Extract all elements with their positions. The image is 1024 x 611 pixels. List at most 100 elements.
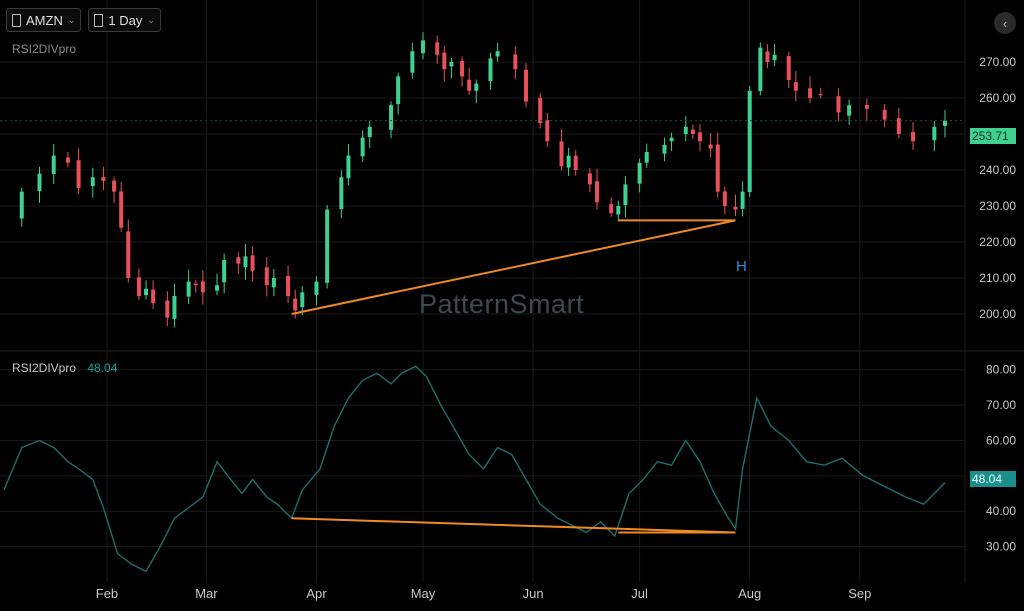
candle-body (864, 104, 869, 109)
candle-body (662, 144, 667, 154)
candle-body (911, 131, 916, 142)
candle-body (715, 144, 720, 192)
candle-body (119, 191, 124, 228)
price-axis-label: 240.00 (979, 163, 1016, 177)
price-divergence-line (291, 219, 736, 315)
candle-body (882, 109, 887, 120)
candle-body (808, 88, 813, 98)
interval-selector[interactable]: 1 Day ⌄ (88, 8, 161, 32)
symbol-icon (12, 13, 21, 27)
candle-body (389, 105, 394, 130)
last-rsi-tag: 48.04 (970, 471, 1016, 487)
candle-body (818, 94, 823, 96)
candle-body (172, 296, 177, 319)
candle-body (474, 83, 479, 91)
candle-body (623, 184, 628, 206)
candle-body (836, 96, 841, 113)
candle-body (449, 62, 454, 67)
candle-body (722, 191, 727, 206)
lower-study-label: RSI2DIVpro (12, 361, 77, 375)
candle-body (772, 54, 777, 61)
candle-body (697, 132, 702, 142)
rsi-axis-label: 30.00 (986, 540, 1016, 554)
candle-body (545, 119, 550, 142)
candle-body (293, 298, 298, 311)
candle-body (460, 60, 465, 77)
candle-body (896, 118, 901, 134)
candle-body (765, 51, 770, 62)
candle-body (538, 97, 543, 124)
price-axis-label: 270.00 (979, 55, 1016, 69)
candle-body (559, 141, 564, 167)
candle-body (37, 173, 42, 192)
candle-body (523, 69, 528, 102)
candle-body (151, 289, 156, 304)
candle-body (236, 257, 241, 264)
candle-body (467, 79, 472, 91)
price-axis-label: 220.00 (979, 235, 1016, 249)
candle-body (595, 181, 600, 203)
candle-body (300, 292, 305, 308)
watermark: PatternSmart (419, 289, 585, 319)
candle-body (250, 255, 255, 271)
candle-body (286, 275, 291, 296)
lower-study-header: RSI2DIVpro 48.04 (12, 361, 117, 375)
candle-body (637, 162, 642, 184)
last-price-tag: 253.71 (970, 128, 1016, 144)
candle-body (587, 173, 592, 185)
price-axis-label: 210.00 (979, 271, 1016, 285)
x-tick-label: Aug (738, 586, 761, 601)
candle-body (616, 206, 621, 215)
candle-body (683, 126, 688, 134)
signal-marker: H (736, 258, 747, 275)
candle-body (314, 281, 319, 295)
candle-body (421, 40, 426, 54)
candle-body (193, 283, 198, 286)
rsi-axis-label: 40.00 (986, 504, 1016, 518)
candle-body (90, 177, 95, 186)
candle-body (360, 137, 365, 157)
candle-body (136, 277, 141, 296)
candle-body (222, 260, 227, 283)
candle-body (200, 281, 205, 293)
candle-body (339, 177, 344, 210)
x-tick-label: Apr (306, 586, 327, 601)
x-tick-label: Jun (523, 586, 544, 601)
candle-body (747, 90, 752, 193)
collapse-panel-button[interactable]: ‹ (994, 12, 1016, 34)
toolbar: AMZN ⌄ 1 Day ⌄ (6, 8, 161, 32)
rsi-axis-label: 60.00 (986, 433, 1016, 447)
candle-body (733, 206, 738, 210)
candle-body (325, 209, 330, 283)
rsi-axis-label: 70.00 (986, 398, 1016, 412)
price-axis-label: 260.00 (979, 91, 1016, 105)
candle-body (410, 51, 415, 73)
symbol-selector[interactable]: AMZN ⌄ (6, 8, 82, 32)
interval-icon (94, 13, 104, 27)
rsi-divergence-line (291, 517, 736, 534)
candle-body (65, 157, 70, 163)
interval-label: 1 Day (108, 12, 143, 28)
candle-body (793, 82, 798, 91)
candle-body (144, 288, 149, 296)
candle-body (644, 152, 649, 163)
chevron-down-icon: ⌄ (67, 14, 76, 25)
candle-body (215, 285, 220, 291)
candle-body (758, 47, 763, 92)
candle-body (513, 54, 518, 70)
x-tick-label: Feb (96, 586, 118, 601)
candle-body (609, 204, 614, 214)
symbol-label: AMZN (26, 12, 63, 28)
candle-body (367, 126, 372, 138)
x-tick-label: Sep (848, 586, 871, 601)
candle-body (19, 191, 24, 219)
candle-body (243, 256, 248, 268)
candle-body (165, 300, 170, 318)
candle-body (126, 231, 131, 278)
candle-body (708, 144, 713, 149)
candle-body (943, 120, 947, 126)
lower-study-value: 48.04 (87, 361, 118, 375)
rsi-line (3, 365, 946, 573)
candle-body (76, 160, 81, 188)
